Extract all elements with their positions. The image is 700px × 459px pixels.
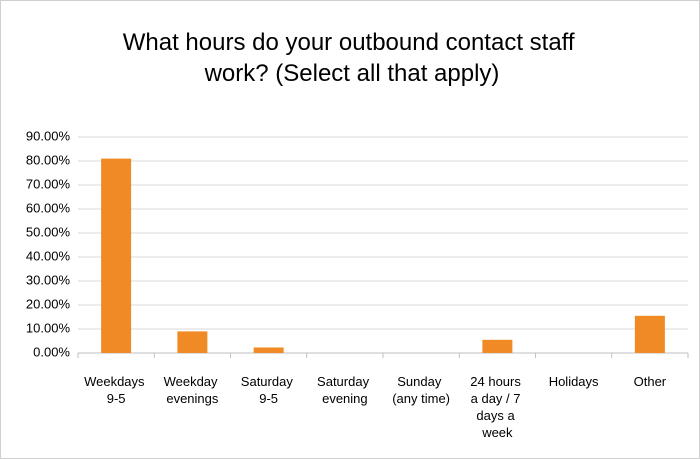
x-tick-label: Saturday evening — [317, 374, 373, 406]
y-tick-label: 0.00% — [33, 344, 70, 359]
y-tick-label: 20.00% — [26, 296, 71, 311]
y-tick-label: 70.00% — [26, 176, 71, 191]
x-tick-label: Weekdays 9-5 — [84, 374, 148, 406]
y-tick-label: 10.00% — [26, 320, 71, 335]
chart-title: What hours do your outbound contact staf… — [123, 29, 582, 87]
x-tick-label: Weekday evenings — [164, 374, 222, 406]
bar — [634, 315, 665, 353]
y-tick-label: 80.00% — [26, 152, 71, 167]
x-tick-label: 24 hours a day / 7 days a week — [470, 374, 524, 440]
bar — [101, 158, 132, 353]
y-tick-label: 40.00% — [26, 248, 71, 263]
bar — [482, 339, 513, 353]
bar — [177, 331, 208, 353]
bar — [253, 347, 284, 353]
y-tick-label: 30.00% — [26, 272, 71, 287]
y-tick-label: 90.00% — [26, 128, 71, 143]
y-tick-label: 60.00% — [26, 200, 71, 215]
x-tick-label: Other — [634, 374, 667, 389]
x-tick-label: Saturday 9-5 — [241, 374, 297, 406]
y-tick-label: 50.00% — [26, 224, 71, 239]
x-tick-label: Holidays — [549, 374, 599, 389]
x-tick-label: Sunday (any time) — [392, 374, 450, 406]
